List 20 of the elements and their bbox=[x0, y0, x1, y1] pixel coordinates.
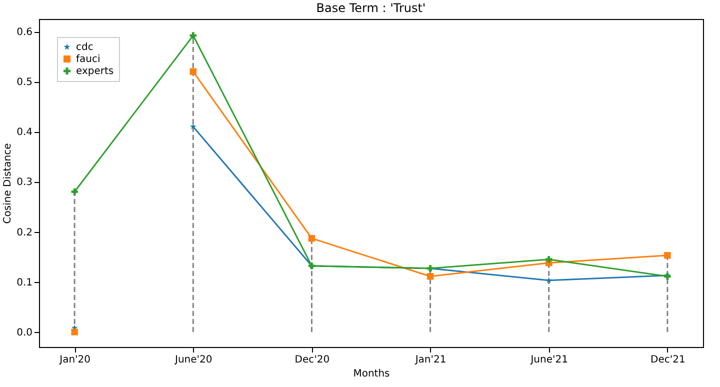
y-axis-title: Cosine Distance bbox=[2, 143, 14, 224]
y-tick-label: 0.6 bbox=[16, 27, 32, 38]
y-tick-label: 0.0 bbox=[16, 327, 32, 338]
x-tick-label: June'21 bbox=[530, 354, 568, 366]
y-tick-label: 0.2 bbox=[16, 227, 32, 238]
legend-label: cdc bbox=[76, 42, 94, 53]
x-tick-label: Jan'21 bbox=[414, 354, 446, 366]
x-tick-label: Dec'20 bbox=[294, 354, 330, 366]
x-tick-label: Dec'21 bbox=[650, 354, 686, 366]
y-tick-label: 0.3 bbox=[16, 177, 32, 188]
x-tick-label: Jan'20 bbox=[58, 354, 91, 366]
x-axis-title: Months bbox=[353, 368, 390, 380]
point bbox=[71, 328, 78, 336]
legend-label: experts bbox=[76, 66, 114, 77]
x-tick-label: June'20 bbox=[174, 354, 212, 366]
chart-title: Base Term : 'Trust' bbox=[316, 1, 426, 15]
y-tick-label: 0.4 bbox=[16, 127, 32, 138]
y-tick-label: 0.5 bbox=[16, 77, 32, 88]
legend-label: fauci bbox=[76, 54, 100, 65]
y-tick-label: 0.1 bbox=[16, 277, 32, 288]
